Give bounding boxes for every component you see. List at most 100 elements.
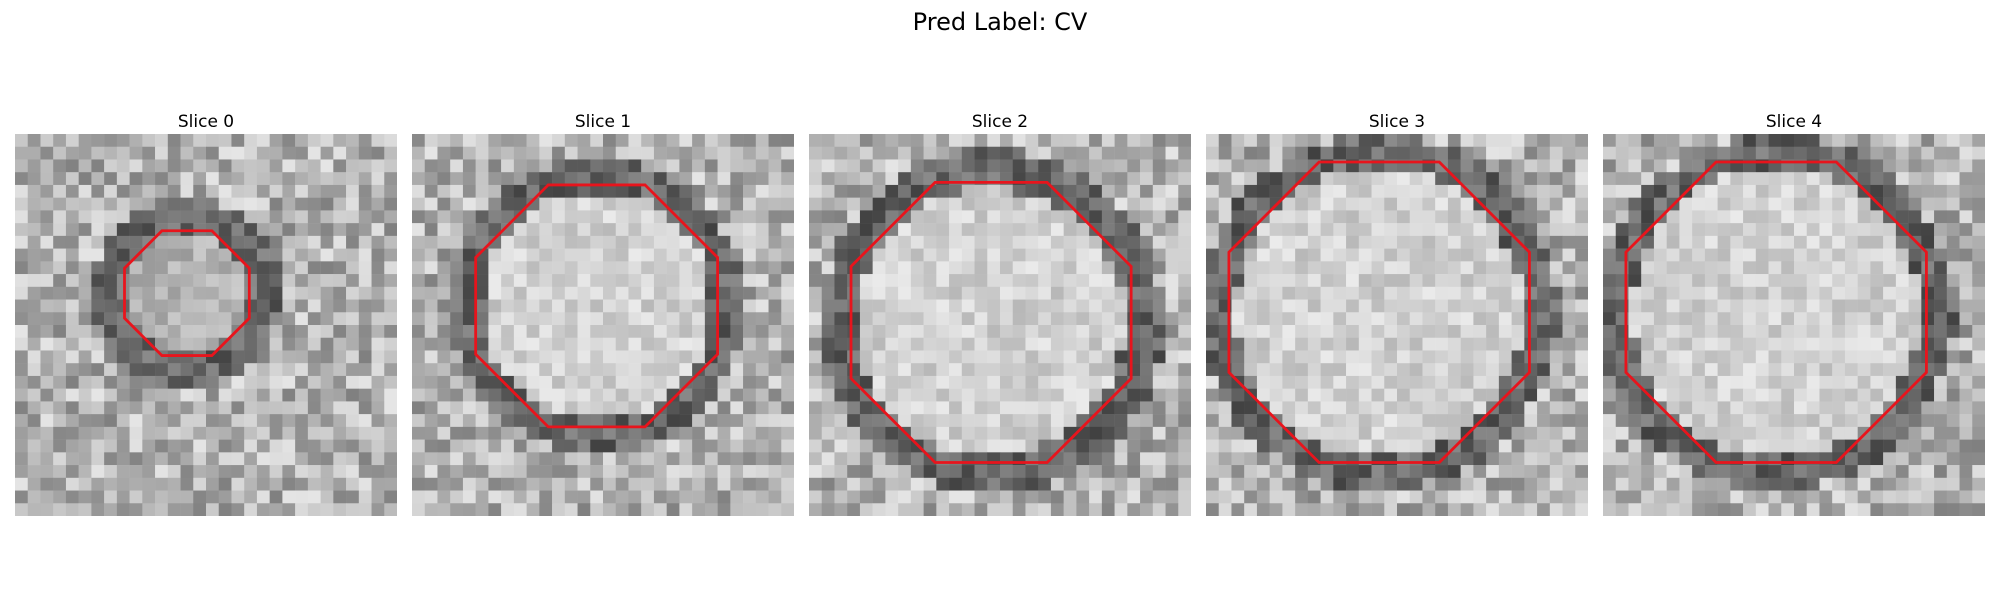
pixel	[1498, 184, 1512, 198]
pixel	[628, 452, 642, 466]
pixel	[450, 134, 464, 147]
pixel	[704, 490, 718, 504]
pixel	[1218, 388, 1232, 402]
pixel	[1908, 337, 1922, 351]
pixel	[1000, 159, 1013, 173]
pixel	[1422, 312, 1436, 326]
pixel	[501, 401, 515, 415]
pixel	[488, 439, 502, 453]
pixel	[358, 274, 372, 288]
pixel	[1562, 299, 1576, 313]
pixel	[564, 477, 578, 491]
pixel	[424, 159, 438, 173]
pixel	[1435, 388, 1449, 402]
pixel	[1653, 235, 1667, 249]
pixel	[1358, 388, 1372, 402]
pixel	[781, 490, 794, 504]
pixel	[526, 337, 540, 351]
pixel	[923, 388, 937, 402]
pixel	[1269, 146, 1283, 160]
pixel	[180, 375, 194, 389]
pixel	[1794, 337, 1807, 351]
pixel	[1295, 235, 1309, 249]
pixel	[1832, 261, 1846, 275]
pixel	[1768, 414, 1782, 428]
pixel	[1730, 375, 1744, 389]
pixel	[1256, 299, 1270, 313]
pixel	[1653, 248, 1667, 262]
pixel	[1781, 375, 1795, 389]
pixel	[666, 477, 680, 491]
pixel	[320, 439, 334, 453]
pixel	[53, 350, 67, 364]
pixel	[821, 490, 835, 504]
pixel	[1883, 363, 1897, 377]
pixel	[1498, 325, 1512, 338]
pixel	[1844, 235, 1858, 249]
pixel	[1498, 261, 1512, 275]
pixel	[1063, 388, 1077, 402]
pixel	[1806, 490, 1820, 504]
pixel	[1140, 337, 1154, 351]
pixel	[781, 197, 794, 211]
pixel	[1409, 477, 1423, 491]
pixel	[1844, 261, 1858, 275]
pixel	[1244, 375, 1258, 389]
pixel	[1012, 274, 1026, 288]
pixel	[1358, 477, 1372, 491]
pixel	[424, 184, 438, 198]
pixel	[1063, 439, 1077, 453]
pixel	[1832, 146, 1846, 160]
pixel	[1549, 159, 1563, 173]
pixel	[1012, 465, 1026, 479]
pixel	[282, 299, 296, 313]
pixel	[923, 248, 937, 262]
pixel	[1768, 325, 1782, 338]
pixel	[1921, 312, 1935, 326]
pixel	[1615, 477, 1629, 491]
pixel	[129, 401, 143, 415]
pixel	[949, 363, 963, 377]
pixel	[295, 401, 309, 415]
pixel	[358, 312, 372, 326]
pixel	[1653, 325, 1667, 338]
pixel	[1844, 184, 1858, 198]
pixel	[1127, 490, 1141, 504]
pixel	[1511, 465, 1525, 479]
pixel	[231, 503, 245, 516]
pixel	[1282, 477, 1296, 491]
pixel	[384, 325, 397, 338]
pixel	[1371, 286, 1385, 300]
pixel	[1615, 426, 1629, 440]
pixel	[180, 439, 194, 453]
pixel	[809, 414, 822, 428]
pixel	[1384, 274, 1398, 288]
pixel	[27, 146, 41, 160]
pixel	[53, 490, 67, 504]
pixel	[603, 363, 616, 377]
pixel	[1409, 299, 1423, 313]
pixel	[847, 401, 861, 415]
pixel	[1422, 325, 1436, 338]
pixel	[1946, 312, 1960, 326]
pixel	[564, 286, 578, 300]
pixel	[513, 325, 527, 338]
pixel	[1422, 439, 1436, 453]
pixel	[641, 337, 655, 351]
slice-title: Slice 1	[574, 112, 632, 132]
pixel	[961, 477, 975, 491]
pixel	[1679, 490, 1693, 504]
pixel	[692, 134, 706, 147]
pixel	[1447, 197, 1461, 211]
pixel	[653, 172, 667, 186]
pixel	[1063, 299, 1077, 313]
pixel	[834, 325, 848, 338]
pixel	[450, 350, 464, 364]
pixel	[155, 299, 169, 313]
pixel	[1768, 477, 1782, 491]
pixel	[577, 490, 591, 504]
pixel	[526, 159, 540, 173]
pixel	[1473, 337, 1487, 351]
pixel	[1857, 375, 1871, 389]
pixel	[834, 465, 848, 479]
